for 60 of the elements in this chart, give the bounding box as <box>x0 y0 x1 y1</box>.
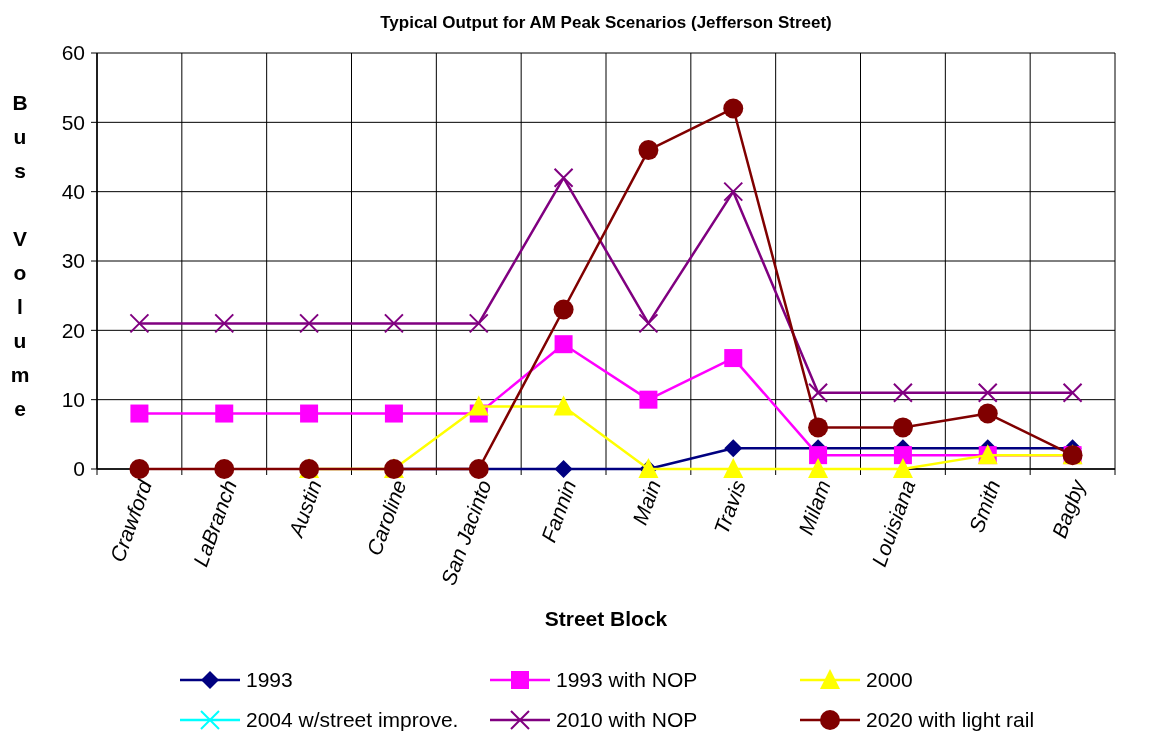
x-tick-label: Fannin <box>536 477 581 546</box>
point <box>300 404 319 423</box>
point <box>468 395 489 416</box>
point <box>299 313 320 334</box>
point <box>639 390 658 409</box>
point <box>384 404 403 423</box>
point <box>130 404 149 423</box>
y-tick-label: 50 <box>61 110 85 134</box>
point <box>893 446 912 465</box>
legend-label: 2000 <box>866 668 913 692</box>
point <box>638 313 659 334</box>
point <box>892 382 913 403</box>
point <box>638 140 659 161</box>
legend-label: 2020 with light rail <box>866 708 1035 732</box>
point <box>892 417 913 438</box>
y-tick-label: 20 <box>61 318 85 342</box>
point <box>1062 382 1083 403</box>
point <box>553 299 574 320</box>
legend-label: 2010 with NOP <box>556 708 698 732</box>
point <box>468 313 489 334</box>
point <box>214 313 235 334</box>
point <box>808 458 829 478</box>
point <box>808 382 829 403</box>
y-tick-label: 0 <box>73 457 85 481</box>
point <box>214 459 235 479</box>
point <box>723 98 744 119</box>
point <box>553 167 574 188</box>
point <box>723 458 744 478</box>
point <box>977 403 998 424</box>
point <box>808 417 829 438</box>
point <box>724 439 743 458</box>
legend-label: 2004 w/street improve. <box>246 708 459 732</box>
y-tick-label: 30 <box>61 249 85 273</box>
point <box>554 460 573 478</box>
chart-title: Typical Output for AM Peak Scenarios (Jefferson Street) <box>380 13 832 32</box>
point <box>724 349 743 368</box>
point <box>723 181 744 202</box>
point <box>129 459 150 479</box>
point <box>383 313 404 334</box>
legend-label: 1993 with NOP <box>556 668 698 692</box>
point <box>977 382 998 403</box>
x-tick-label: Travis <box>709 476 751 538</box>
text: Bus Volume <box>10 91 30 420</box>
x-tick-label: Austin <box>283 477 326 542</box>
x-axis-title: Street Block <box>544 607 668 630</box>
y-tick-label: 60 <box>61 41 85 65</box>
legend-label: 1993 <box>246 668 293 692</box>
y-tick-label: 10 <box>61 388 85 412</box>
x-tick-label: Milam <box>793 477 835 538</box>
x-tick-label: Smith <box>964 477 1005 536</box>
x-tick-label: Bagby <box>1047 475 1090 541</box>
point <box>809 446 828 465</box>
point <box>553 395 574 416</box>
point <box>554 335 573 354</box>
x-tick-label: Main <box>627 477 666 528</box>
point <box>129 313 150 334</box>
y-tick-label: 40 <box>61 180 85 204</box>
x-tick-label: San Jacinto <box>436 476 496 589</box>
point <box>215 404 234 423</box>
point <box>892 458 913 478</box>
